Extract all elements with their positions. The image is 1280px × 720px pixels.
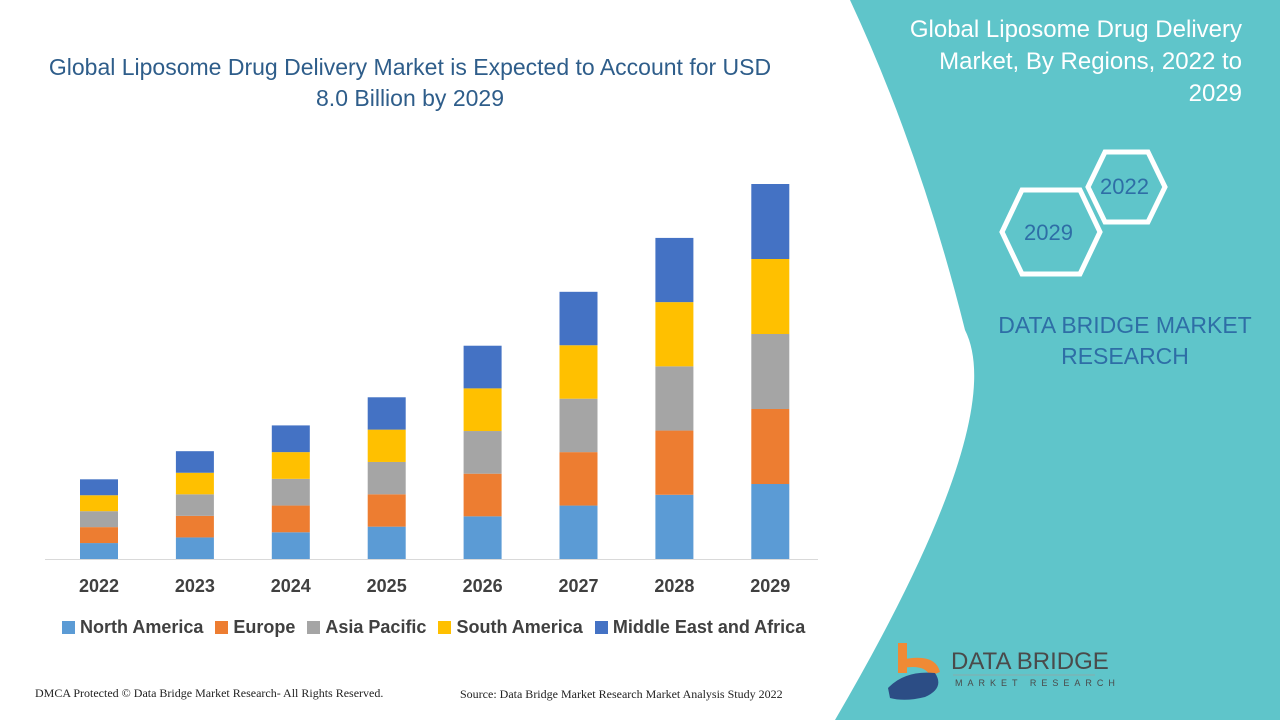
chart-title: Global Liposome Drug Delivery Market is … <box>48 54 772 111</box>
bar-2027-middle-east-and-africa <box>559 291 598 346</box>
bar-2028-south-america <box>655 302 694 367</box>
bar-2029-north-america <box>751 484 790 559</box>
legend-label: North America <box>80 617 204 637</box>
x-tick-label: 2022 <box>78 576 120 596</box>
legend-swatch <box>62 621 75 634</box>
legend-swatch <box>215 621 229 634</box>
bar-2023-north-america <box>175 537 214 559</box>
bar-2028-middle-east-and-africa <box>655 237 694 303</box>
bar-2029-middle-east-and-africa <box>751 184 790 259</box>
bar-2022-north-america <box>80 543 118 559</box>
bar-2024-europe <box>271 505 310 533</box>
hexagon-2029 <box>999 187 1103 277</box>
bar-2024-south-america <box>271 452 310 479</box>
side-panel-title: Global Liposome Drug Delivery Market, By… <box>909 16 1242 107</box>
side-panel <box>835 0 1280 720</box>
legend-swatch <box>307 621 321 634</box>
x-tick-label: 2023 <box>174 576 215 596</box>
bar-2023-middle-east-and-africa <box>175 451 214 473</box>
hex-label-2022: 2022 <box>1100 174 1149 199</box>
bar-2025-south-america <box>367 429 406 462</box>
footer-copyright: DMCA Protected © Data Bridge Market Rese… <box>35 686 384 700</box>
legend-label: Europe <box>233 617 296 637</box>
x-tick-label: 2027 <box>558 576 599 596</box>
logo-subtext: MARKET RESEARCH <box>955 678 1120 688</box>
bar-2028-asia-pacific <box>655 366 694 431</box>
bar-2027-north-america <box>559 505 598 559</box>
bar-2025-europe <box>367 494 406 527</box>
legend-item: Europe <box>215 617 295 638</box>
bar-2028-europe <box>655 430 694 495</box>
hexagon-2022 <box>1085 149 1168 225</box>
legend-label: Middle East and Africa <box>612 617 806 637</box>
bar-2025-middle-east-and-africa <box>367 397 406 430</box>
bar-2026-middle-east-and-africa <box>463 345 502 389</box>
legend-item: South America <box>438 617 583 638</box>
logo-text: DATA BRIDGE <box>951 648 1109 675</box>
legend-item: Middle East and Africa <box>594 617 806 638</box>
bar-2022-south-america <box>80 495 118 512</box>
bar-2027-europe <box>559 452 598 506</box>
bar-2025-asia-pacific <box>367 461 406 495</box>
legend: North America Europe Asia Pacific South Ame… <box>62 617 805 638</box>
bar-2022-middle-east-and-africa <box>80 479 118 496</box>
brand-name: DATA BRIDGE MARKET RESEARCH <box>998 312 1252 369</box>
bar-2023-south-america <box>175 472 214 495</box>
logo-mark <box>888 643 940 700</box>
bar-2029-europe <box>751 409 790 484</box>
legend-label: Asia Pacific <box>325 617 427 637</box>
bar-2028-north-america <box>655 494 694 559</box>
x-tick-label: 2029 <box>750 576 791 596</box>
bar-2027-south-america <box>559 345 598 399</box>
bar-2023-europe <box>175 515 214 538</box>
bar-2029-asia-pacific <box>751 334 790 409</box>
bar-2024-north-america <box>271 532 310 559</box>
x-tick-label: 2024 <box>270 576 311 596</box>
footer-source: Source: Data Bridge Market Research Mark… <box>460 687 783 701</box>
x-tick-label: 2025 <box>366 576 407 596</box>
bar-2024-middle-east-and-africa <box>271 425 310 453</box>
bars-group <box>80 184 790 559</box>
bar-2026-europe <box>463 473 502 517</box>
bar-2022-europe <box>80 527 118 544</box>
bar-2023-asia-pacific <box>175 494 214 516</box>
legend-swatch <box>438 621 452 634</box>
bar-2024-asia-pacific <box>271 478 310 506</box>
hex-label-2029: 2029 <box>1024 220 1073 245</box>
legend-swatch <box>594 621 608 634</box>
bar-2026-north-america <box>463 516 502 559</box>
bar-2026-south-america <box>463 388 502 432</box>
bar-2029-south-america <box>751 259 790 334</box>
x-tick-label: 2028 <box>654 576 695 596</box>
bar-2025-north-america <box>367 526 406 559</box>
legend-item: Asia Pacific <box>307 617 426 638</box>
bar-2027-asia-pacific <box>559 398 598 453</box>
legend-item: North America <box>62 617 203 638</box>
x-tick-label: 2026 <box>462 576 503 596</box>
bar-2022-asia-pacific <box>80 511 118 528</box>
bar-2026-asia-pacific <box>463 431 502 474</box>
legend-label: South America <box>456 617 583 637</box>
